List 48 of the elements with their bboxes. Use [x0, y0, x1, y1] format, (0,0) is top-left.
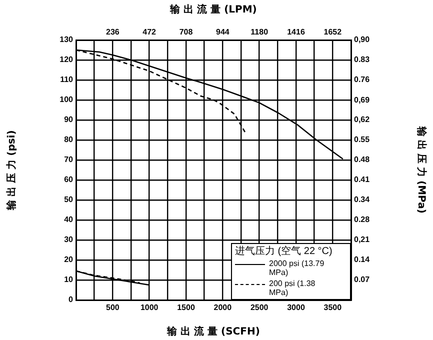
legend-title: 进气压力 (空气 22 °C)	[235, 246, 334, 257]
y2-axis-title: 输 出 压 力 (MPa)	[415, 126, 428, 214]
y2-tick-label: 0,90	[354, 35, 370, 44]
y2-tick-label: 0,62	[354, 115, 370, 124]
y-tick-label: 70	[64, 155, 74, 164]
y-tick-label: 80	[64, 135, 74, 144]
y-tick-label: 20	[64, 255, 74, 264]
x2-tick-label: 1180	[250, 27, 269, 36]
y-tick-label: 40	[64, 215, 74, 224]
legend-label: 2000 psi (13.79 MPa)	[269, 259, 326, 277]
y-tick-label: 100	[60, 95, 74, 104]
y-tick-label: 50	[64, 195, 74, 204]
x-tick-label: 1000	[140, 303, 159, 312]
y-axis-title: 输 出 压 力 (psi)	[6, 130, 18, 211]
x2-tick-label: 472	[142, 27, 157, 36]
y2-tick-label: 0.28	[354, 215, 370, 224]
legend-label: 200 psi (1.38 MPa)	[269, 279, 316, 297]
y2-tick-label: 0.83	[354, 55, 370, 64]
x2-tick-label: 1652	[324, 27, 342, 36]
y2-tick-label: 0.41	[354, 175, 370, 184]
y2-tick-label: 0.76	[354, 75, 370, 84]
y2-tick-label: 0.34	[354, 195, 370, 204]
y-tick-label: 120	[60, 55, 74, 64]
y2-tick-label: 0.55	[354, 135, 370, 144]
y-tick-label: 90	[64, 115, 74, 124]
x-axis-title: 输 出 流 量 (SCFH)	[166, 326, 260, 338]
y-tick-label: 130	[60, 35, 74, 44]
x2-tick-label: 236	[106, 27, 120, 36]
y-tick-label: 30	[64, 235, 74, 244]
y2-tick-label: 0.48	[354, 155, 370, 164]
x2-axis-title: 输 出 流 量 (LPM)	[169, 4, 257, 16]
x2-tick-label: 944	[216, 27, 230, 36]
y-tick-label: 60	[64, 175, 74, 184]
y-tick-label: 110	[60, 75, 74, 84]
x-tick-label: 1500	[177, 303, 196, 312]
y-tick-label: 10	[64, 275, 74, 284]
x-tick-label: 500	[106, 303, 120, 312]
y2-tick-label: 0,69	[354, 95, 370, 104]
x2-tick-label: 708	[179, 27, 194, 36]
x-tick-label: 2000	[214, 303, 232, 312]
y2-tick-label: 0.14	[354, 255, 370, 264]
x-tick-label: 3500	[324, 303, 342, 312]
y2-tick-label: 0,21	[354, 235, 370, 244]
x2-tick-label: 1416	[287, 27, 306, 36]
x-tick-label: 2500	[250, 303, 269, 312]
y-tick-label: 0	[68, 295, 74, 304]
x-tick-label: 3000	[287, 303, 306, 312]
y2-tick-label: 0.07	[354, 275, 370, 284]
